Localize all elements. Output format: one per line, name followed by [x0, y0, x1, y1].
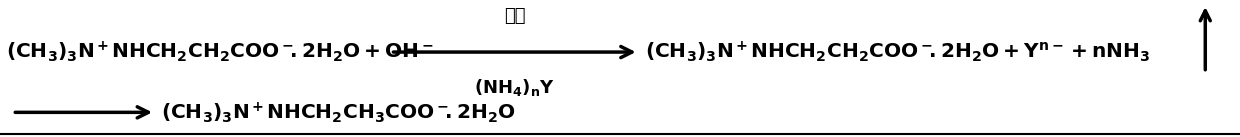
Text: 酸化: 酸化 [503, 7, 526, 25]
Text: $\mathbf{(NH_4)_nY}$: $\mathbf{(NH_4)_nY}$ [474, 77, 556, 98]
Text: $\mathbf{(CH_3)_3N^+NHCH_2CH_2COO^-\!\!.2H_2O+OH^-}$: $\mathbf{(CH_3)_3N^+NHCH_2CH_2COO^-\!\!.… [6, 40, 434, 64]
Text: $\mathbf{(CH_3)_3N^+NHCH_2CH_3COO^-\!\!.2H_2O}$: $\mathbf{(CH_3)_3N^+NHCH_2CH_3COO^-\!\!.… [161, 100, 516, 125]
Text: $\mathbf{(CH_3)_3N^+NHCH_2CH_2COO^-\!\!.2H_2O+Y^{n-}+nNH_3}$: $\mathbf{(CH_3)_3N^+NHCH_2CH_2COO^-\!\!.… [645, 40, 1149, 64]
